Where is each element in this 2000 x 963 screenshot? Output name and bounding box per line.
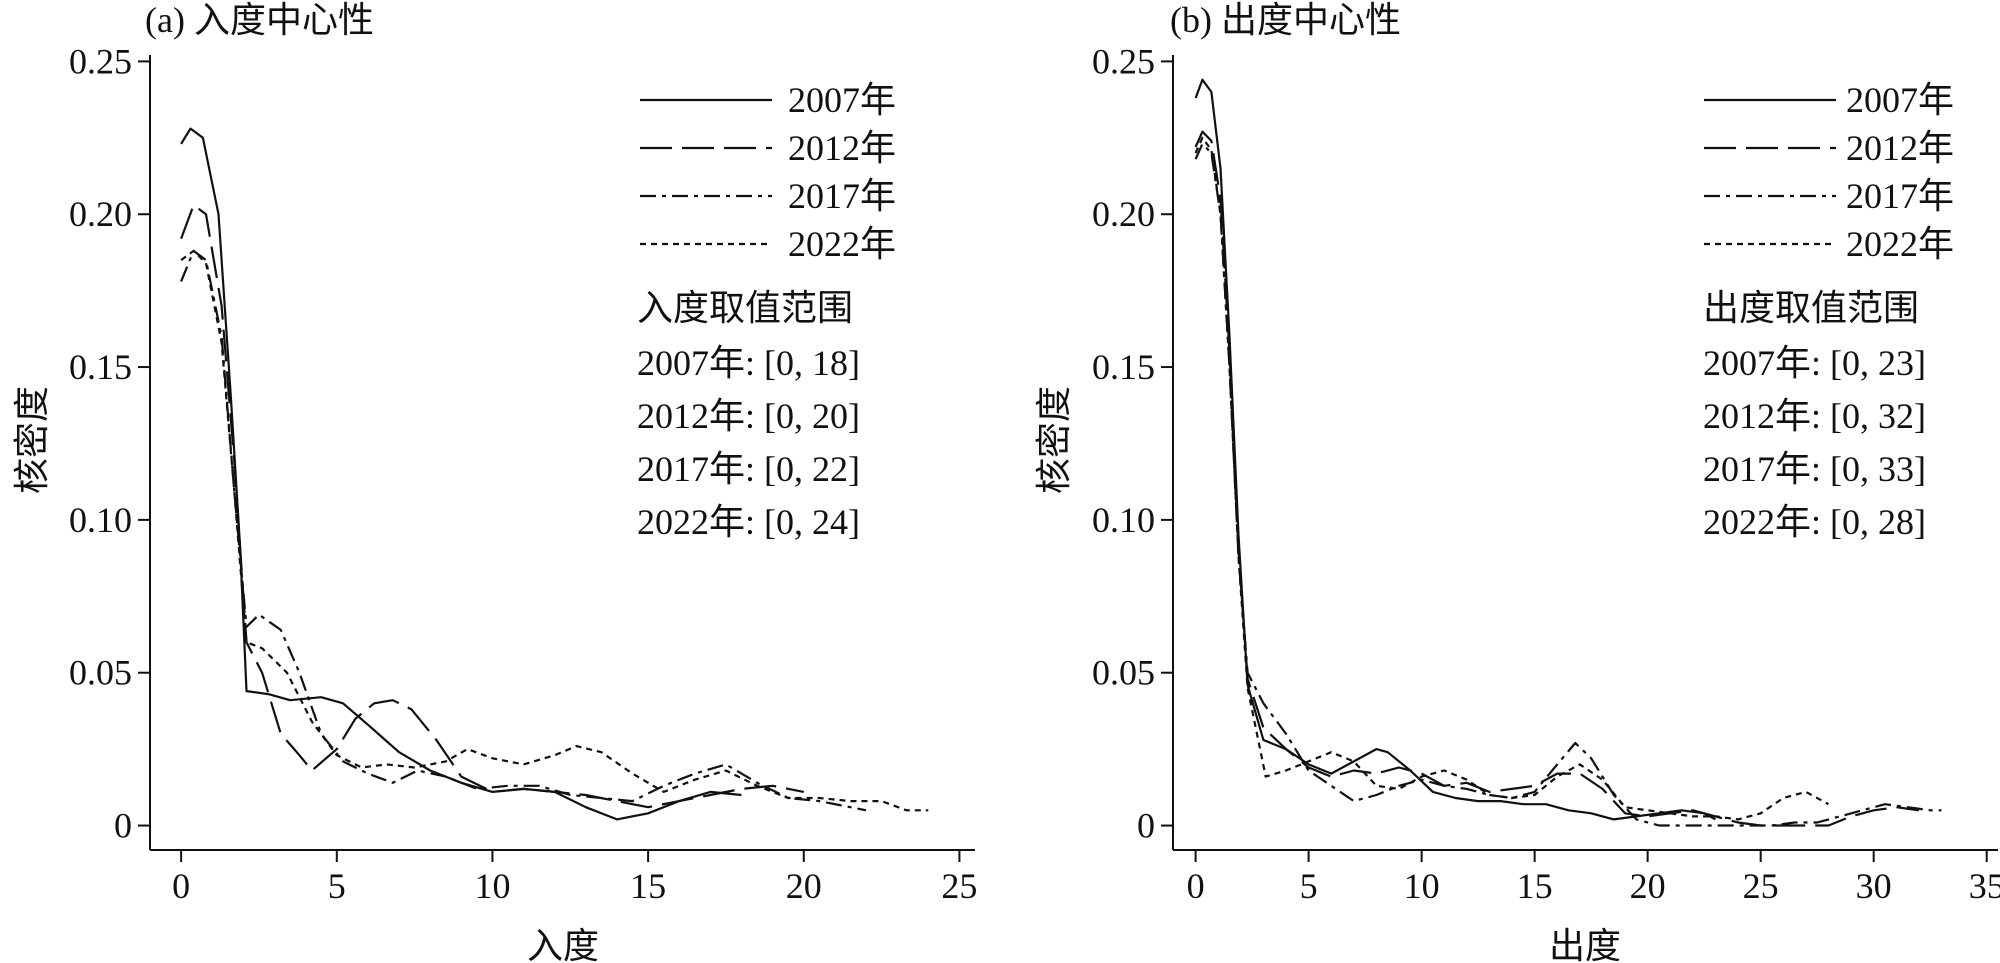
y-tick-label: 0.20 (69, 194, 132, 234)
range-line-2012: 2012年: [0, 20] (637, 396, 860, 436)
range-note: 出度取值范围 2007年: [0, 23] 2012年: [0, 32] 201… (1703, 288, 1926, 542)
series-line-2017 (180, 249, 867, 812)
y-tick-label: 0.05 (69, 653, 132, 693)
range-line-2022: 2022年: [0, 28] (1703, 502, 1926, 542)
legend-label-2007: 2007年 (1846, 80, 1954, 120)
range-line-2022: 2022年: [0, 24] (637, 502, 860, 542)
legend-label-2017: 2017年 (1846, 176, 1954, 216)
series-line-2007 (1194, 78, 1717, 821)
x-tick-label: 35 (1969, 866, 2000, 906)
x-tick-label: 25 (1743, 866, 1779, 906)
y-tick-label: 0 (114, 806, 132, 846)
y-tick-label: 0.25 (69, 41, 132, 81)
y-tick-label: 0.20 (1092, 194, 1155, 234)
y-tick-label: 0.10 (1092, 500, 1155, 540)
range-line-2012: 2012年: [0, 32] (1703, 396, 1926, 436)
x-tick-label: 20 (1630, 866, 1666, 906)
range-line-2007: 2007年: [0, 18] (637, 343, 860, 383)
x-tick-label: 10 (1404, 866, 1440, 906)
legend-label-2022: 2022年 (788, 224, 896, 264)
panel-in-degree: (a) 入度中心性 核密度 入度 2007年 2012年 2017年 2022年… (12, 0, 977, 963)
panel-title: (a) 入度中心性 (145, 0, 374, 40)
x-tick-label: 5 (1300, 866, 1318, 906)
range-line-2007: 2007年: [0, 23] (1703, 343, 1926, 383)
x-tick-label: 25 (941, 866, 977, 906)
y-tick-label: 0.10 (69, 500, 132, 540)
x-axis-title: 出度 (1549, 926, 1621, 963)
x-axis-title: 入度 (527, 926, 599, 963)
y-tick-label: 0 (1137, 806, 1155, 846)
legend-label-2007: 2007年 (788, 80, 896, 120)
series-line-2022 (180, 249, 929, 812)
y-tick-label: 0.25 (1092, 41, 1155, 81)
legend-label-2012: 2012年 (788, 128, 896, 168)
legend-label-2022: 2022年 (1846, 224, 1954, 264)
y-axis-title: 核密度 (12, 386, 52, 494)
legend-label-2012: 2012年 (1846, 128, 1954, 168)
x-tick-label: 0 (1187, 866, 1205, 906)
series-line-2012 (180, 204, 805, 809)
y-tick-label: 0.05 (1092, 653, 1155, 693)
y-tick-label: 0.15 (1092, 347, 1155, 387)
series-line-2017 (1194, 142, 1942, 827)
y-axis-title: 核密度 (1034, 386, 1074, 494)
x-tick-label: 5 (328, 866, 346, 906)
x-tick-label: 15 (1517, 866, 1553, 906)
range-line-2017: 2017年: [0, 22] (637, 449, 860, 489)
x-tick-label: 15 (630, 866, 666, 906)
range-title: 出度取值范围 (1703, 288, 1919, 328)
legend: 2007年 2012年 2017年 2022年 (640, 80, 896, 264)
x-tick-label: 10 (474, 866, 510, 906)
panel-title: (b) 出度中心性 (1170, 0, 1401, 40)
series-line-2007 (180, 127, 742, 821)
x-tick-label: 30 (1856, 866, 1892, 906)
range-line-2017: 2017年: [0, 33] (1703, 449, 1926, 489)
panel-out-degree: (b) 出度中心性 核密度 出度 2007年 2012年 2017年 2022年… (1034, 0, 2000, 963)
legend: 2007年 2012年 2017年 2022年 (1704, 80, 1954, 264)
legend-label-2017: 2017年 (788, 176, 896, 216)
range-title: 入度取值范围 (637, 288, 853, 328)
x-tick-label: 20 (786, 866, 822, 906)
y-tick-label: 0.15 (69, 347, 132, 387)
series-line-2022 (1194, 136, 1830, 821)
range-note: 入度取值范围 2007年: [0, 18] 2012年: [0, 20] 201… (637, 288, 860, 542)
x-tick-label: 0 (172, 866, 190, 906)
